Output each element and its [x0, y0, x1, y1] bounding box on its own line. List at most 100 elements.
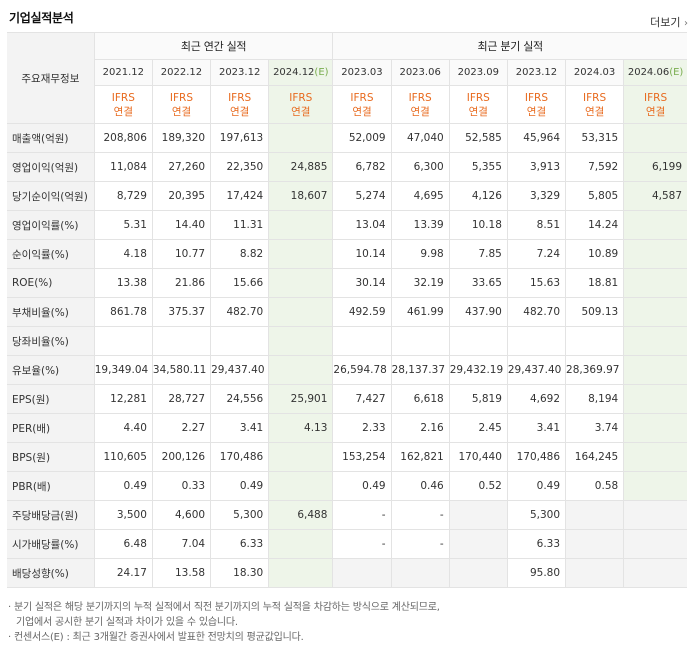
value-cell: -: [390, 529, 450, 559]
value-cell: 32.19: [390, 268, 450, 298]
period-label: 2023.03: [341, 67, 383, 78]
table-row: 당기순이익(억원) 8,729 20,395 17,424 18,607 5,274 4,6…: [7, 181, 687, 211]
value-cell: [623, 268, 687, 298]
row-label: BPS(원): [7, 442, 95, 472]
value-cell: [565, 558, 625, 588]
value-cell: 4,695: [390, 181, 450, 211]
row-label: 유보율(%): [7, 355, 95, 385]
value-cell: 34,580.11: [151, 355, 212, 385]
ifrs-header: IFRS 연결: [268, 85, 334, 124]
table-row: 순이익률(%) 4.18 10.77 8.82 10.14 9.98 7.85 7.24 10.…: [7, 239, 687, 269]
value-cell: 5,355: [448, 152, 508, 182]
value-cell: [268, 471, 334, 501]
value-cell: 5,274: [332, 181, 392, 211]
value-cell: [448, 558, 508, 588]
value-cell: 3.41: [506, 413, 567, 443]
value-cell: 5,805: [565, 181, 625, 211]
ifrs-header: IFRS 연결: [565, 85, 625, 124]
value-cell: 4,587: [623, 181, 687, 211]
value-cell: 3,329: [506, 181, 567, 211]
value-cell: [565, 326, 625, 356]
footnotes: · 분기 실적은 해당 분기까지의 누적 실적에서 직전 분기까지의 누적 실적…: [8, 600, 440, 645]
ifrs-label: IFRS: [111, 91, 135, 104]
period-header: 2023.06: [390, 59, 450, 86]
chevron-right-icon: ›: [684, 18, 688, 29]
period-header: 2024.06(E): [623, 59, 687, 86]
value-cell: [565, 529, 625, 559]
table-row: 부채비율(%) 861.78 375.37 482.70 492.59 461.99 437…: [7, 297, 687, 327]
table-row: 영업이익(억원) 11,084 27,260 22,350 24,885 6,782 6,3…: [7, 152, 687, 182]
value-cell: [268, 297, 334, 327]
table-row: 매출액(억원) 208,806 189,320 197,613 52,009 47,040…: [7, 123, 687, 153]
period-header: 2023.03: [332, 59, 392, 86]
period-header: 2021.12: [94, 59, 153, 86]
value-cell: 28,727: [151, 384, 212, 414]
value-cell: 14.40: [151, 210, 212, 240]
value-cell: 29,432.19: [448, 355, 508, 385]
value-cell: 27,260: [151, 152, 212, 182]
row-label: 당기순이익(억원): [7, 181, 95, 211]
corner-header: 주요재무정보: [7, 32, 95, 124]
value-cell: 4.13: [268, 413, 334, 443]
value-cell: 24,556: [210, 384, 270, 414]
ifrs-label: IFRS: [169, 91, 194, 104]
ifrs-label: IFRS: [228, 91, 252, 104]
row-label: EPS(원): [7, 384, 95, 414]
value-cell: 13.38: [93, 268, 153, 298]
quarterly-group-header: 최근 분기 실적: [332, 32, 687, 60]
value-cell: 7,427: [332, 384, 392, 414]
value-cell: -: [332, 529, 392, 559]
value-cell: 47,040: [390, 123, 450, 153]
value-cell: [623, 123, 687, 153]
ifrs-label: IFRS: [350, 91, 374, 104]
value-cell: 0.52: [448, 471, 508, 501]
value-cell: [448, 529, 508, 559]
value-cell: 164,245: [565, 442, 625, 472]
footnote-2: · 컨센서스(E) : 최근 3개월간 증권사에서 발표한 전망치의 평균값입니…: [8, 632, 304, 643]
value-cell: 28,369.97: [565, 355, 625, 385]
value-cell: [623, 297, 687, 327]
period-label: 2024.12: [273, 67, 315, 78]
value-cell: 95.80: [506, 558, 567, 588]
value-cell: [623, 442, 687, 472]
value-cell: 10.18: [448, 210, 508, 240]
value-cell: 24,885: [268, 152, 334, 182]
value-cell: 8.82: [210, 239, 270, 269]
value-cell: 492.59: [332, 297, 392, 327]
value-cell: 6.33: [506, 529, 567, 559]
value-cell: 5,300: [210, 500, 270, 530]
value-cell: 52,009: [332, 123, 392, 153]
row-label: PER(배): [7, 413, 95, 443]
ifrs-label: IFRS: [644, 91, 668, 104]
period-header: 2024.03: [565, 59, 625, 86]
period-header: 2023.12: [210, 59, 270, 86]
consolidated-label: 연결: [291, 105, 311, 118]
value-cell: 170,440: [448, 442, 508, 472]
annual-group-header: 최근 연간 실적: [93, 32, 334, 60]
value-cell: 5,300: [506, 500, 567, 530]
value-cell: 3,913: [506, 152, 567, 182]
ifrs-header: IFRS 연결: [94, 85, 153, 124]
consolidated-label: 연결: [171, 105, 192, 118]
table-row: ROE(%) 13.38 21.86 15.66 30.14 32.19 33.65 15.6…: [7, 268, 687, 298]
value-cell: [210, 326, 270, 356]
period-label: 2023.12: [218, 67, 261, 78]
value-cell: 14.24: [565, 210, 625, 240]
period-label: 2021.12: [102, 67, 144, 78]
row-label: 부채비율(%): [7, 297, 95, 327]
value-cell: 4,600: [151, 500, 212, 530]
value-cell: 6.48: [93, 529, 153, 559]
more-link[interactable]: 더보기 ›: [650, 14, 688, 30]
value-cell: 45,964: [506, 123, 567, 153]
period-label: 2023.09: [457, 67, 499, 78]
value-cell: 0.33: [151, 471, 212, 501]
value-cell: 17,424: [210, 181, 270, 211]
value-cell: 2.45: [448, 413, 508, 443]
value-cell: 461.99: [390, 297, 450, 327]
value-cell: 8,194: [565, 384, 625, 414]
financial-table: 주요재무정보 최근 연간 실적 최근 분기 실적 2021.12 2022.12 2…: [7, 32, 687, 588]
value-cell: 437.90: [448, 297, 508, 327]
value-cell: 29,437.40: [506, 355, 567, 385]
value-cell: 5,819: [448, 384, 508, 414]
value-cell: 153,254: [332, 442, 392, 472]
